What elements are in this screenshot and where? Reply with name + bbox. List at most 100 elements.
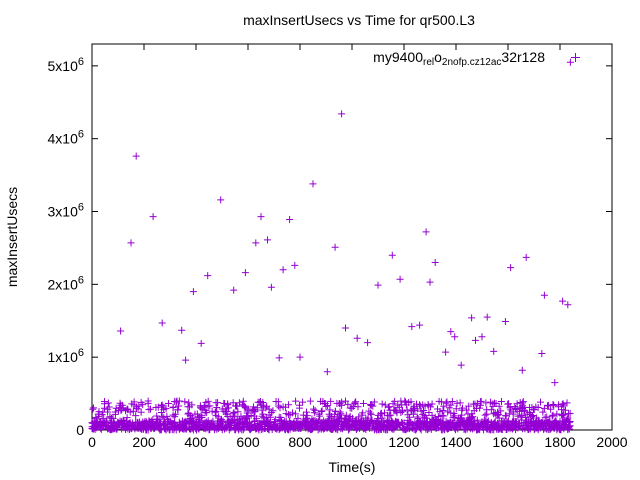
- data-point-band: [240, 402, 248, 410]
- data-point-band: [172, 398, 180, 406]
- chart-title: maxInsertUsecs vs Time for qr500.L3: [243, 12, 475, 28]
- x-tick-label: 2000: [596, 434, 627, 450]
- data-point-band: [503, 426, 511, 434]
- data-point-band: [483, 410, 491, 418]
- data-point-band: [181, 398, 189, 406]
- data-point-band: [513, 400, 521, 408]
- data-point-band: [89, 405, 97, 413]
- y-tick-label: 2x106: [48, 274, 84, 292]
- data-point-band: [277, 416, 285, 424]
- y-tick-label: 3x106: [48, 202, 84, 220]
- data-point-band: [326, 406, 334, 414]
- data-point-band: [352, 398, 360, 406]
- data-point-band: [242, 413, 250, 421]
- data-point-band: [135, 402, 143, 410]
- data-point-band: [204, 397, 212, 405]
- data-point-band: [462, 406, 470, 414]
- data-point-band: [314, 418, 322, 426]
- data-point: [431, 258, 439, 266]
- data-point-band: [459, 404, 466, 412]
- data-point-band: [188, 401, 196, 409]
- data-point: [353, 334, 361, 342]
- data-point-band: [295, 404, 303, 412]
- data-point-band: [548, 412, 556, 420]
- y-axis-label: maxInsertUsecs: [4, 187, 20, 287]
- data-point-band: [558, 406, 566, 414]
- data-point-band: [427, 403, 435, 411]
- data-point-band: [324, 401, 332, 409]
- data-point: [241, 269, 249, 277]
- data-point: [286, 216, 294, 224]
- data-point-band: [267, 413, 275, 421]
- data-point-band: [401, 397, 409, 405]
- data-point-band: [157, 402, 165, 410]
- data-point-band: [242, 404, 250, 412]
- plot-frame: [91, 43, 613, 431]
- data-point-band: [147, 405, 154, 413]
- data-point: [267, 283, 275, 291]
- data-point-band: [378, 414, 386, 422]
- data-point-band: [440, 412, 448, 420]
- data-point: [501, 317, 509, 325]
- data-point-band: [338, 414, 346, 422]
- data-point-band: [425, 409, 433, 417]
- data-point-band: [417, 426, 425, 434]
- data-point-band: [247, 411, 255, 419]
- x-tick-label: 0: [88, 434, 96, 450]
- data-point-band: [398, 407, 406, 415]
- x-tick-label: 400: [184, 434, 208, 450]
- data-point: [331, 243, 339, 251]
- data-point: [132, 152, 140, 160]
- x-tick-label: 1800: [544, 434, 575, 450]
- data-point-band: [566, 422, 574, 430]
- data-point-band: [213, 404, 221, 412]
- data-point-band: [348, 404, 356, 412]
- data-point-band: [498, 398, 505, 406]
- data-point-band: [105, 403, 113, 411]
- x-tick-label: 1200: [388, 434, 419, 450]
- data-point-band: [354, 403, 362, 411]
- data-point-band: [274, 402, 282, 410]
- data-point-band: [318, 407, 326, 415]
- data-point-band: [534, 404, 542, 412]
- data-point: [217, 196, 225, 204]
- data-point-band: [439, 407, 447, 415]
- data-point-band: [200, 403, 208, 411]
- x-tick-label: 1600: [492, 434, 523, 450]
- data-point-band: [145, 406, 153, 414]
- data-point-band: [452, 405, 460, 413]
- data-point-band: [316, 412, 324, 420]
- data-point: [296, 353, 304, 361]
- data-point-band: [355, 413, 363, 421]
- data-point-band: [397, 408, 405, 416]
- data-point: [257, 213, 265, 221]
- data-point-band: [223, 408, 231, 416]
- data-point: [309, 180, 317, 188]
- data-point-band: [442, 399, 450, 407]
- data-point-band: [317, 407, 325, 415]
- data-point-band: [262, 404, 270, 412]
- data-point: [338, 110, 346, 118]
- data-point-band: [456, 399, 464, 407]
- data-point-band: [547, 405, 555, 413]
- data-point-band: [543, 413, 551, 421]
- data-point-band: [244, 412, 252, 420]
- data-point-band: [257, 426, 265, 434]
- data-point: [230, 286, 238, 294]
- data-point: [472, 336, 479, 344]
- data-point-band: [104, 399, 112, 407]
- data-point: [252, 239, 260, 247]
- data-point-band: [444, 408, 452, 416]
- data-point-band: [164, 400, 172, 408]
- data-point-band: [259, 399, 267, 407]
- data-point-band: [292, 410, 300, 418]
- data-point-band: [336, 408, 344, 416]
- data-point-band: [175, 402, 183, 410]
- data-point: [566, 58, 574, 66]
- data-point: [127, 239, 135, 247]
- data-point-band: [476, 404, 484, 412]
- data-point-band: [367, 411, 375, 419]
- data-point-band: [497, 407, 505, 415]
- data-point: [149, 213, 157, 221]
- data-point-band: [484, 417, 492, 425]
